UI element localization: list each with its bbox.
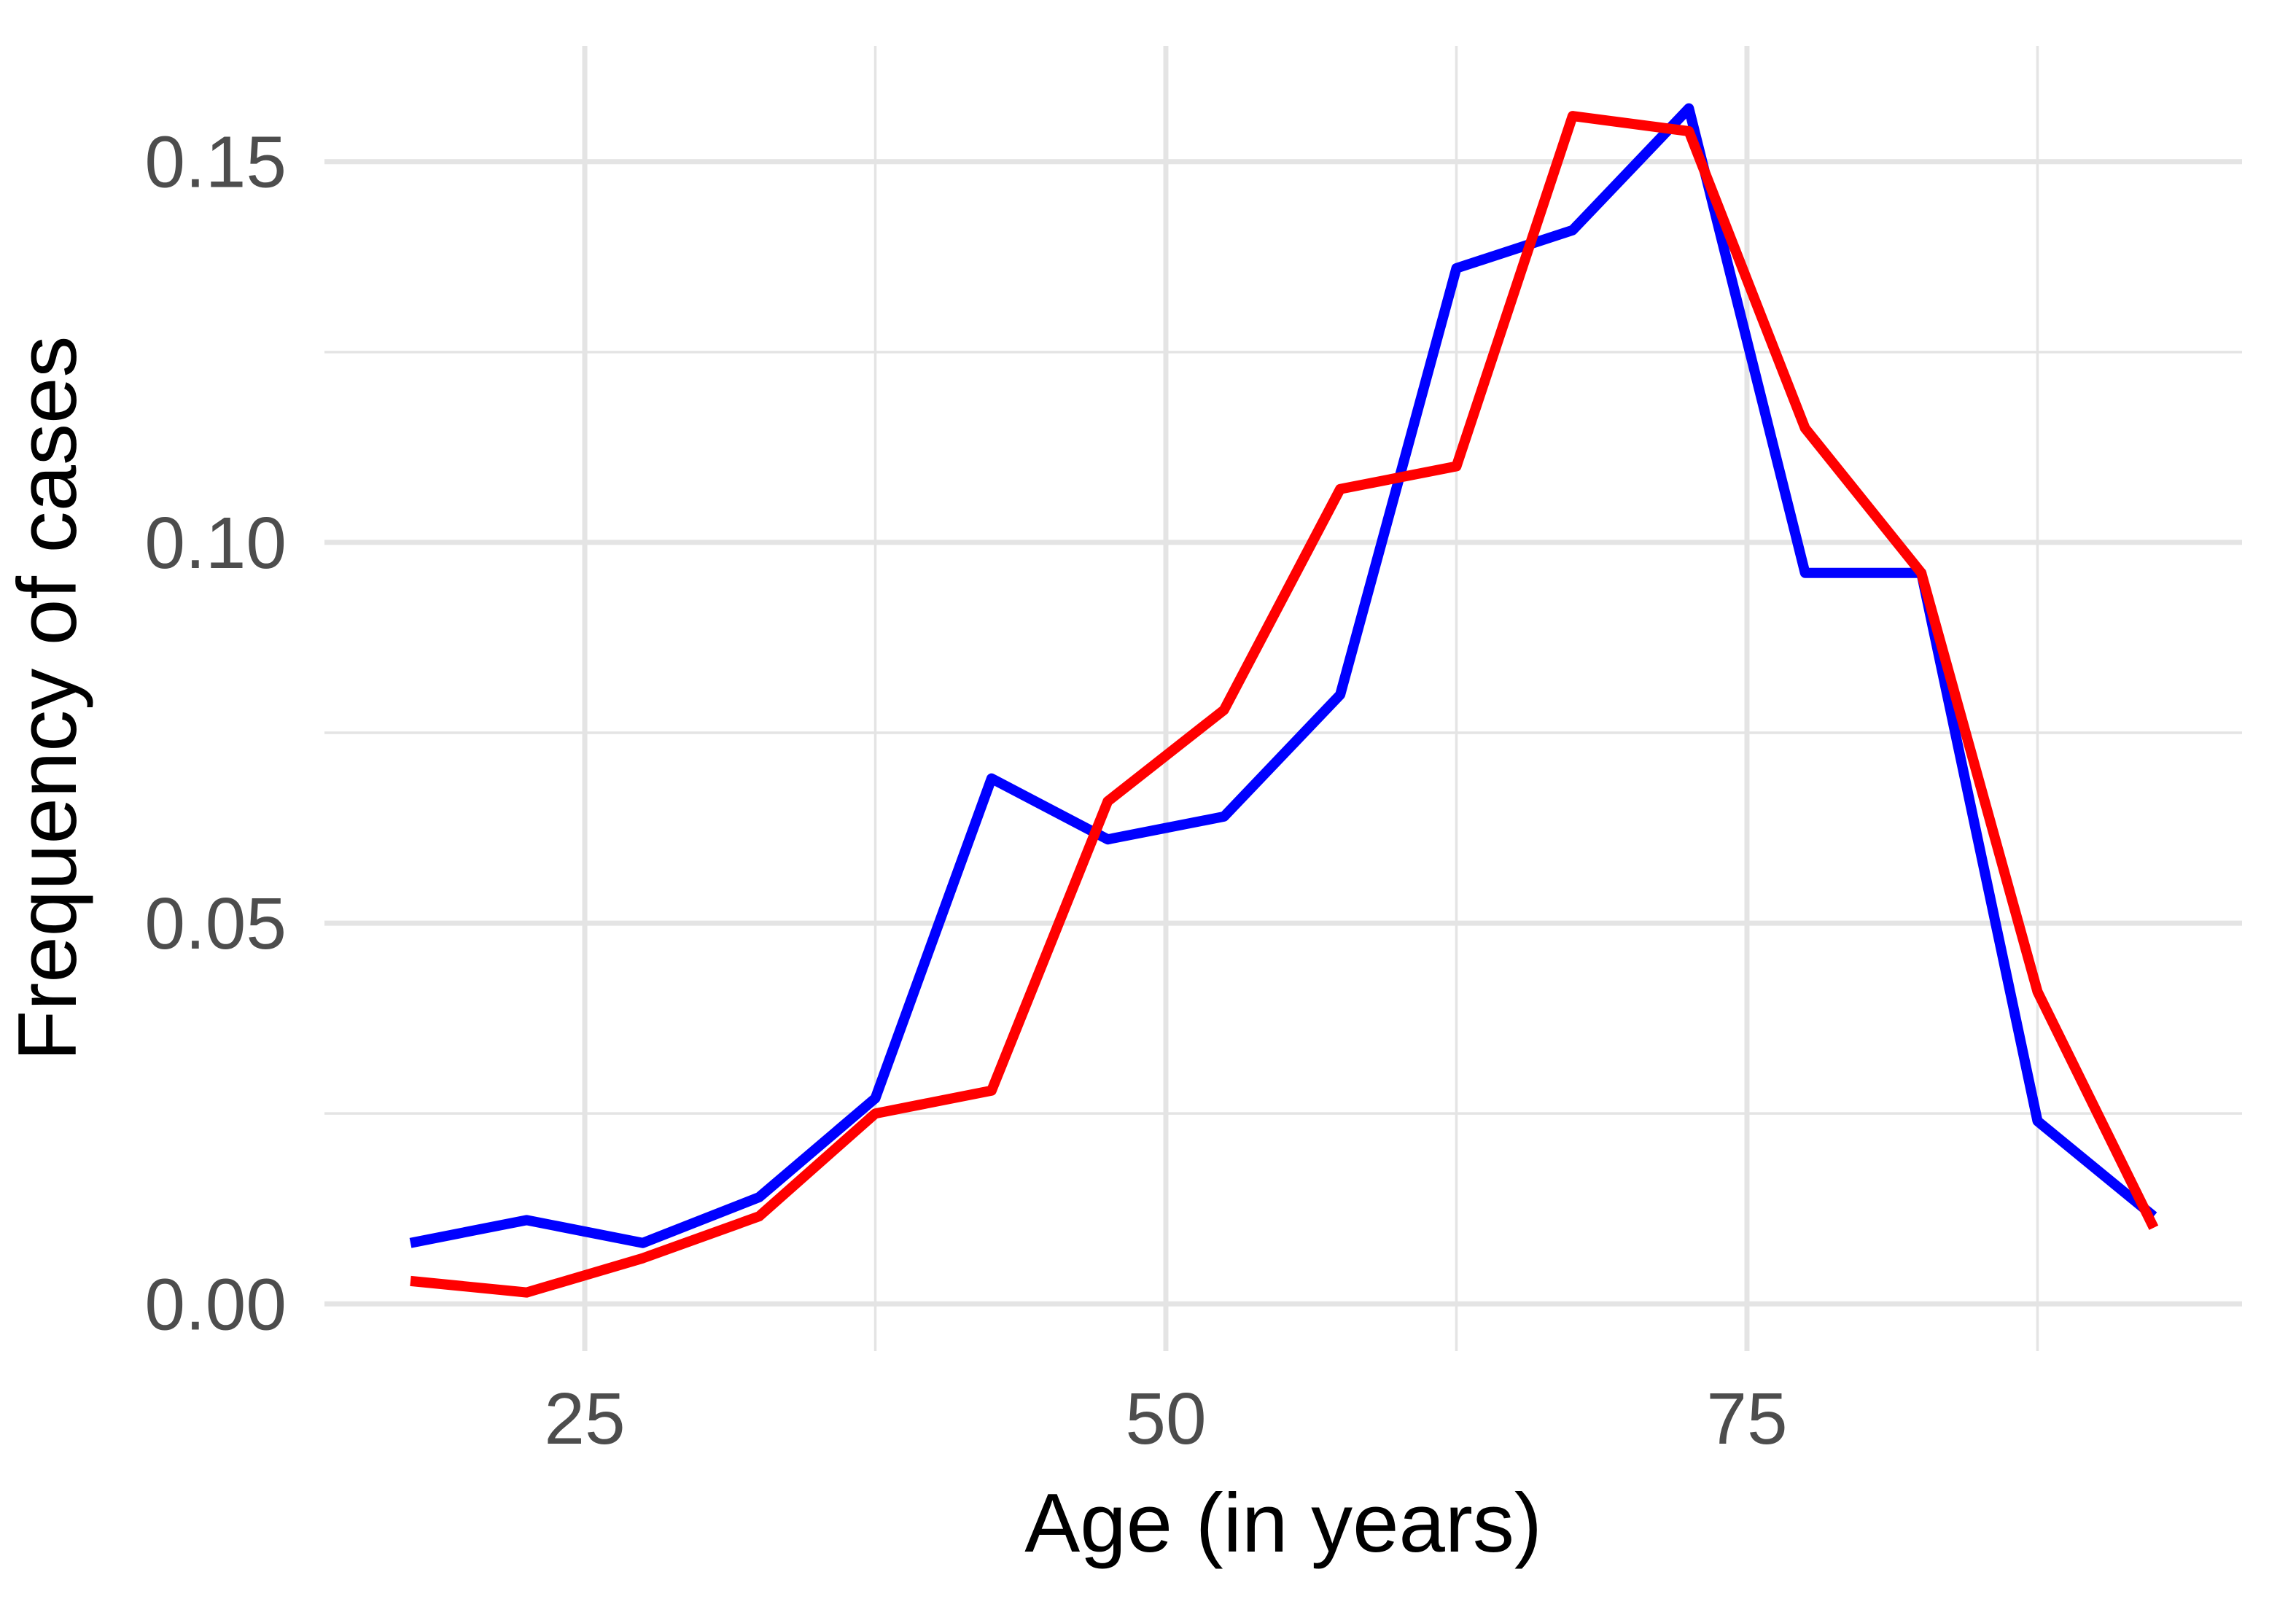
y-axis-tick-labels: 0.00 0.05 0.10 0.15 bbox=[144, 122, 287, 1346]
x-axis-tick-labels: 25 50 75 bbox=[544, 1378, 1787, 1460]
y-axis-title: Frequency of cases bbox=[1, 336, 94, 1062]
data-series-lines bbox=[409, 103, 2159, 1298]
series-line-blue bbox=[409, 103, 2157, 1248]
y-tick-label: 0.00 bbox=[144, 1264, 287, 1345]
x-axis-title: Age (in years) bbox=[1024, 1477, 1542, 1570]
x-tick-label: 75 bbox=[1706, 1378, 1787, 1460]
major-gridlines bbox=[324, 46, 2242, 1351]
x-tick-label: 25 bbox=[544, 1378, 625, 1460]
y-tick-label: 0.15 bbox=[144, 122, 287, 203]
x-tick-label: 50 bbox=[1125, 1378, 1206, 1460]
y-tick-label: 0.10 bbox=[144, 502, 287, 584]
y-tick-label: 0.05 bbox=[144, 883, 287, 965]
series-line-red bbox=[410, 111, 2159, 1298]
